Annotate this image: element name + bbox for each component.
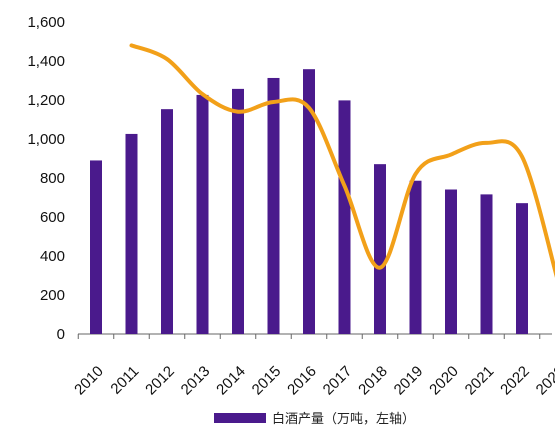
bar bbox=[338, 100, 351, 334]
y-tick-label: 1,400 bbox=[27, 53, 65, 70]
bar bbox=[232, 88, 244, 334]
bar bbox=[409, 180, 422, 334]
bar bbox=[516, 203, 528, 334]
bar bbox=[445, 189, 457, 334]
y-tick-label: 1,000 bbox=[27, 131, 65, 148]
y-tick-label: 800 bbox=[40, 170, 65, 187]
bar bbox=[196, 94, 209, 335]
y-tick-label: 600 bbox=[40, 209, 65, 226]
bar bbox=[303, 69, 315, 334]
x-tick-label: 2011 bbox=[107, 363, 142, 398]
y-tick-label: 1,200 bbox=[27, 92, 65, 109]
y-tick-label: 400 bbox=[40, 248, 65, 265]
bar bbox=[267, 77, 280, 334]
x-tick-label: 2019 bbox=[391, 363, 427, 399]
x-tick-label: 2018 bbox=[355, 363, 391, 399]
x-tick-label: 2021 bbox=[462, 363, 498, 399]
x-tick-label: 2015 bbox=[249, 363, 285, 399]
x-tick-label: 2017 bbox=[320, 363, 356, 399]
bar bbox=[374, 164, 386, 334]
line-series bbox=[129, 43, 555, 278]
y-tick-label: 0 bbox=[57, 326, 65, 343]
legend: 白酒产量（万吨，左轴） bbox=[214, 411, 415, 427]
x-tick-label: 2010 bbox=[71, 363, 107, 399]
line-path bbox=[129, 43, 555, 278]
bar bbox=[125, 133, 138, 334]
x-tick-label: 2022 bbox=[497, 363, 533, 399]
x-tick-label: 2013 bbox=[178, 363, 214, 399]
legend-label: 白酒产量（万吨，左轴） bbox=[272, 411, 415, 427]
bar bbox=[90, 160, 102, 334]
x-tick-label: 2014 bbox=[213, 363, 249, 399]
y-tick-label: 200 bbox=[40, 287, 65, 304]
x-tick-label: 2016 bbox=[284, 363, 320, 399]
bar bbox=[161, 109, 173, 334]
y-tick-label: 1,600 bbox=[27, 14, 65, 31]
x-tick-label: 2012 bbox=[142, 363, 178, 399]
bar bbox=[480, 194, 493, 334]
x-tick-label: 2023 bbox=[533, 363, 555, 399]
bar-series bbox=[90, 69, 528, 335]
x-tick-label: 2020 bbox=[426, 363, 462, 399]
legend-swatch bbox=[214, 413, 266, 423]
